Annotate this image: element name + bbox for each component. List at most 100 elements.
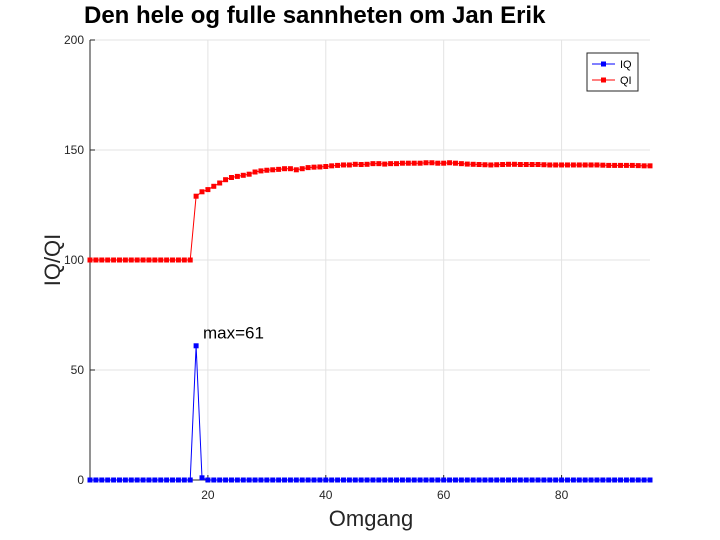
data-point-iq bbox=[559, 477, 565, 483]
data-point-qi bbox=[134, 257, 140, 263]
data-point-qi bbox=[594, 162, 600, 168]
data-point-iq bbox=[323, 477, 329, 483]
y-axis-label: IQ/QI bbox=[40, 234, 65, 287]
data-point-iq bbox=[618, 477, 624, 483]
data-point-iq bbox=[217, 477, 223, 483]
data-point-qi bbox=[394, 161, 400, 167]
data-point-qi bbox=[116, 257, 122, 263]
data-point-qi bbox=[93, 257, 99, 263]
data-point-qi bbox=[270, 167, 276, 173]
data-point-qi bbox=[559, 162, 565, 168]
data-point-iq bbox=[158, 477, 164, 483]
data-point-qi bbox=[482, 162, 488, 168]
data-point-iq bbox=[175, 477, 181, 483]
data-point-iq bbox=[134, 477, 140, 483]
data-point-iq bbox=[517, 477, 523, 483]
data-point-iq bbox=[311, 477, 317, 483]
data-point-qi bbox=[618, 162, 624, 168]
data-point-iq bbox=[547, 477, 553, 483]
data-point-iq bbox=[293, 477, 299, 483]
grid bbox=[90, 39, 650, 481]
data-point-iq bbox=[93, 477, 99, 483]
data-point-iq bbox=[246, 477, 252, 483]
data-point-qi bbox=[600, 162, 606, 168]
data-point-qi bbox=[476, 162, 482, 168]
data-point-qi bbox=[576, 162, 582, 168]
legend-box bbox=[586, 52, 639, 92]
data-point-iq bbox=[382, 477, 388, 483]
data-point-iq bbox=[205, 477, 211, 483]
legend-marker-iq bbox=[601, 61, 606, 67]
data-point-iq bbox=[299, 477, 305, 483]
data-point-iq bbox=[140, 477, 146, 483]
data-point-iq bbox=[506, 477, 512, 483]
data-point-iq bbox=[282, 477, 288, 483]
data-point-iq bbox=[647, 477, 653, 483]
data-point-iq bbox=[370, 477, 376, 483]
data-point-qi bbox=[335, 162, 341, 168]
data-point-qi bbox=[293, 167, 299, 173]
data-point-qi bbox=[205, 187, 211, 193]
data-point-iq bbox=[211, 477, 217, 483]
data-point-qi bbox=[470, 161, 476, 167]
data-point-qi bbox=[199, 189, 205, 195]
data-point-qi bbox=[399, 160, 405, 166]
data-point-iq bbox=[447, 477, 453, 483]
y-tick-label: 150 bbox=[64, 143, 84, 157]
data-point-iq bbox=[358, 477, 364, 483]
data-point-iq bbox=[423, 477, 429, 483]
data-point-qi bbox=[417, 160, 423, 166]
y-tick-label: 0 bbox=[77, 473, 84, 487]
data-point-iq bbox=[452, 477, 458, 483]
data-point-qi bbox=[547, 162, 553, 168]
x-tick-label: 20 bbox=[201, 488, 215, 502]
data-point-iq bbox=[535, 477, 541, 483]
legend: IQ QI bbox=[586, 52, 639, 92]
y-tick-label: 50 bbox=[71, 363, 85, 377]
data-point-iq bbox=[258, 477, 264, 483]
data-point-qi bbox=[423, 160, 429, 166]
data-point-iq bbox=[164, 477, 170, 483]
data-point-iq bbox=[470, 477, 476, 483]
data-point-iq bbox=[476, 477, 482, 483]
data-point-iq bbox=[458, 477, 464, 483]
x-tick-label: 40 bbox=[319, 488, 333, 502]
data-point-qi bbox=[317, 164, 323, 170]
data-point-qi bbox=[494, 162, 500, 168]
data-point-qi bbox=[299, 166, 305, 172]
data-point-iq bbox=[240, 477, 246, 483]
y-tick-label: 100 bbox=[64, 253, 84, 267]
data-point-iq bbox=[576, 477, 582, 483]
data-point-qi bbox=[647, 163, 653, 169]
data-point-qi bbox=[517, 162, 523, 168]
data-point-qi bbox=[452, 160, 458, 166]
data-point-qi bbox=[370, 161, 376, 167]
data-point-iq bbox=[511, 477, 517, 483]
data-point-qi bbox=[223, 177, 229, 183]
data-point-qi bbox=[305, 165, 311, 171]
data-point-iq bbox=[105, 477, 111, 483]
data-point-qi bbox=[388, 161, 394, 167]
data-point-qi bbox=[87, 257, 93, 263]
data-point-qi bbox=[170, 257, 176, 263]
data-point-qi bbox=[122, 257, 128, 263]
data-point-iq bbox=[435, 477, 441, 483]
data-point-iq bbox=[317, 477, 323, 483]
data-point-qi bbox=[612, 162, 618, 168]
data-point-qi bbox=[323, 164, 329, 169]
data-point-qi bbox=[405, 160, 411, 166]
data-point-qi bbox=[564, 162, 570, 168]
data-point-qi bbox=[329, 163, 335, 169]
data-point-iq bbox=[346, 477, 352, 483]
data-point-iq bbox=[570, 477, 576, 483]
data-point-iq bbox=[523, 477, 529, 483]
data-point-qi bbox=[193, 193, 199, 199]
series bbox=[87, 160, 653, 483]
data-point-qi bbox=[111, 257, 117, 263]
data-point-qi bbox=[311, 164, 317, 170]
data-point-iq bbox=[464, 477, 470, 483]
data-point-qi bbox=[105, 257, 111, 263]
data-point-iq bbox=[116, 477, 122, 483]
data-point-iq bbox=[641, 477, 647, 483]
